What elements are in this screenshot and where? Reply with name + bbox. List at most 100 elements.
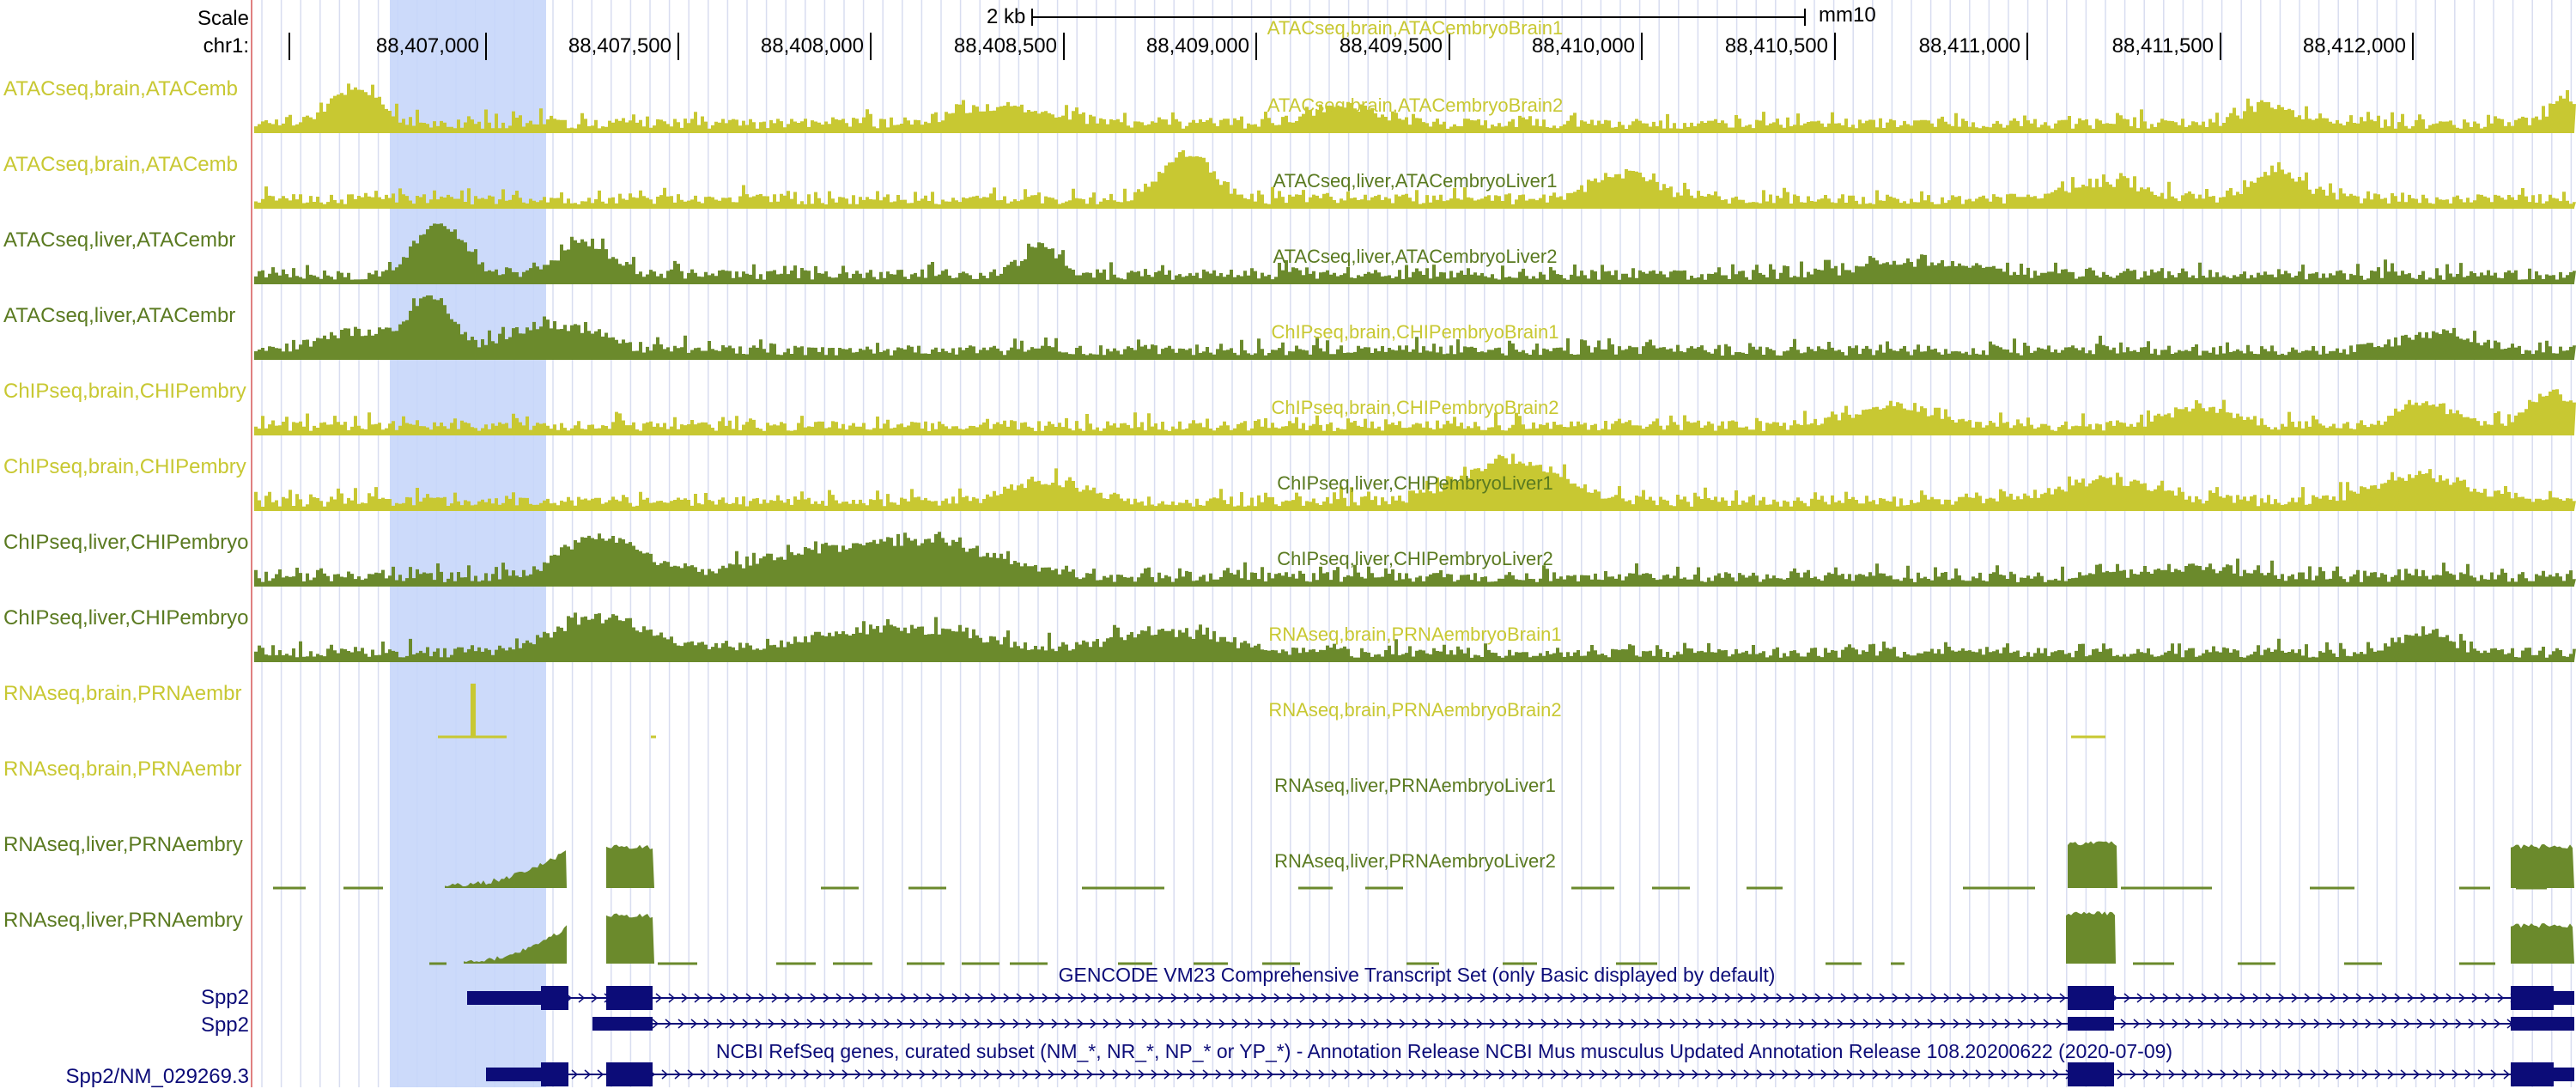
track-label[interactable]: RNAseq,brain,PRNAembr — [3, 757, 242, 781]
gencode-transcript-1-exon[interactable] — [2068, 986, 2114, 1010]
strand-arrow — [1776, 993, 1783, 1003]
track-title[interactable]: RNAseq,brain,PRNAembryoBrain1 — [1268, 624, 1562, 645]
strand-arrow — [1476, 1019, 1484, 1029]
ruler-tick-label: 88,408,500 — [953, 34, 1057, 58]
gencode-track-title[interactable]: GENCODE VM23 Comprehensive Transcript Se… — [1058, 964, 1776, 986]
refseq-transcript-exon[interactable] — [606, 1062, 653, 1086]
gencode-transcript-2-exon[interactable] — [592, 1017, 653, 1031]
strand-arrow — [2323, 1069, 2330, 1080]
strand-arrow — [1608, 993, 1616, 1003]
strand-arrow — [1589, 1069, 1596, 1080]
strand-arrow — [2494, 1019, 2501, 1029]
refseq-transcript-exon[interactable] — [2554, 1068, 2574, 1081]
refseq-transcript-exon[interactable] — [486, 1068, 541, 1081]
strand-arrow — [1128, 1019, 1136, 1029]
strand-arrow — [2046, 993, 2054, 1003]
track-title[interactable]: ChIPseq,brain,CHIPembryoBrain2 — [1271, 397, 1559, 418]
strand-arrow — [848, 993, 856, 1003]
strand-arrow — [2413, 1069, 2421, 1080]
track-label[interactable]: RNAseq,liver,PRNAembry — [3, 909, 243, 932]
gencode-transcript-2-exon[interactable] — [2511, 1017, 2554, 1031]
track-title[interactable]: RNAseq,liver,PRNAembryoLiver1 — [1274, 775, 1556, 796]
strand-arrow — [777, 1069, 785, 1080]
track-label[interactable]: ChIPseq,liver,CHIPembryo — [3, 531, 249, 554]
strand-arrow — [1605, 1019, 1613, 1029]
rna-coverage-block — [606, 913, 654, 964]
rna-coverage-block — [464, 925, 567, 964]
highlight-region[interactable] — [390, 0, 546, 1087]
strand-arrow — [1962, 1069, 1970, 1080]
strand-arrow — [2497, 993, 2505, 1003]
refseq-gene-label[interactable]: Spp2/NM_029269.3 — [65, 1065, 250, 1088]
strand-arrow — [2239, 993, 2247, 1003]
gencode-transcript-2-exon[interactable] — [2554, 1017, 2574, 1031]
strand-arrow — [1447, 1069, 1455, 1080]
track-title[interactable]: ChIPseq,liver,CHIPembryoLiver2 — [1277, 548, 1553, 569]
strand-arrow — [1798, 1019, 1806, 1029]
strand-arrow — [1660, 993, 1668, 1003]
track-title[interactable]: RNAseq,brain,PRNAembryoBrain2 — [1268, 699, 1562, 721]
track-title[interactable]: ATACseq,liver,ATACembryoLiver2 — [1273, 246, 1558, 267]
strand-arrow — [2317, 993, 2324, 1003]
strand-arrow — [2220, 1069, 2227, 1080]
gencode-transcript-1-exon[interactable] — [2511, 986, 2554, 1010]
strand-arrow — [2468, 1019, 2476, 1029]
strand-arrow — [751, 1069, 759, 1080]
track-label[interactable]: ATACseq,liver,ATACembr — [3, 304, 236, 327]
track-label[interactable]: RNAseq,brain,PRNAembr — [3, 682, 242, 705]
strand-arrow — [1801, 993, 1809, 1003]
gencode-transcript-1-exon[interactable] — [2554, 991, 2574, 1005]
strand-arrow — [961, 1019, 969, 1029]
refseq-transcript-exon[interactable] — [2068, 1062, 2114, 1086]
strand-arrow — [810, 993, 817, 1003]
strand-arrow — [2120, 1019, 2128, 1029]
track-title[interactable]: ATACseq,brain,ATACembryoBrain2 — [1267, 94, 1564, 116]
track-title[interactable]: ATACseq,brain,ATACembryoBrain1 — [1267, 17, 1564, 39]
strand-arrow — [1157, 993, 1165, 1003]
track-title[interactable]: ATACseq,liver,ATACembryoLiver1 — [1273, 170, 1558, 192]
strand-arrow — [1132, 993, 1139, 1003]
strand-arrow — [1583, 993, 1590, 1003]
track-title[interactable]: ChIPseq,liver,CHIPembryoLiver1 — [1277, 472, 1553, 494]
strand-arrow — [1695, 1019, 1703, 1029]
strand-arrow — [1370, 1069, 1377, 1080]
gencode-gene-label-1[interactable]: Spp2 — [200, 986, 249, 1009]
refseq-transcript-exon[interactable] — [541, 1062, 568, 1086]
strand-arrow — [1833, 1069, 1841, 1080]
strand-arrow — [1450, 1019, 1458, 1029]
strand-arrow — [1850, 1019, 1857, 1029]
strand-arrow — [2481, 1019, 2488, 1029]
gencode-transcript-2-exon[interactable] — [2068, 1017, 2114, 1031]
track-label[interactable]: ChIPseq,brain,CHIPembry — [3, 380, 246, 403]
strand-arrow — [945, 1069, 952, 1080]
track-label[interactable]: ATACseq,brain,ATACemb — [3, 77, 238, 100]
track-label[interactable]: ChIPseq,brain,CHIPembry — [3, 455, 246, 478]
strand-arrow — [939, 993, 946, 1003]
refseq-transcript-exon[interactable] — [2511, 1062, 2554, 1086]
strand-arrow — [2017, 1019, 2025, 1029]
strand-arrow — [1965, 1019, 1973, 1029]
strand-arrow — [1550, 1069, 1558, 1080]
strand-arrow — [1492, 993, 1500, 1003]
strand-arrow — [1634, 993, 1642, 1003]
gencode-transcript-1-exon[interactable] — [606, 986, 653, 1010]
gencode-transcript-1-exon[interactable] — [467, 991, 541, 1005]
strand-arrow — [1064, 1019, 1072, 1029]
gencode-transcript-1-exon[interactable] — [541, 986, 568, 1010]
strand-arrow — [1025, 1019, 1033, 1029]
strand-arrow — [990, 993, 998, 1003]
track-label[interactable]: ATACseq,liver,ATACembr — [3, 228, 236, 252]
strand-arrow — [661, 1069, 669, 1080]
track-label[interactable]: RNAseq,liver,PRNAembry — [3, 833, 243, 856]
strand-arrow — [1193, 1019, 1200, 1029]
strand-arrow — [1759, 1019, 1767, 1029]
strand-arrow — [1154, 1019, 1162, 1029]
track-title[interactable]: RNAseq,liver,PRNAembryoLiver2 — [1274, 850, 1556, 872]
refseq-track-title[interactable]: NCBI RefSeq genes, curated subset (NM_*,… — [715, 1040, 2173, 1062]
gencode-gene-label-2[interactable]: Spp2 — [200, 1013, 249, 1037]
track-title[interactable]: ChIPseq,brain,CHIPembryoBrain1 — [1271, 321, 1559, 343]
track-label[interactable]: ChIPseq,liver,CHIPembryo — [3, 606, 249, 630]
strand-arrow — [1009, 1069, 1017, 1080]
track-label[interactable]: ATACseq,brain,ATACemb — [3, 153, 238, 176]
